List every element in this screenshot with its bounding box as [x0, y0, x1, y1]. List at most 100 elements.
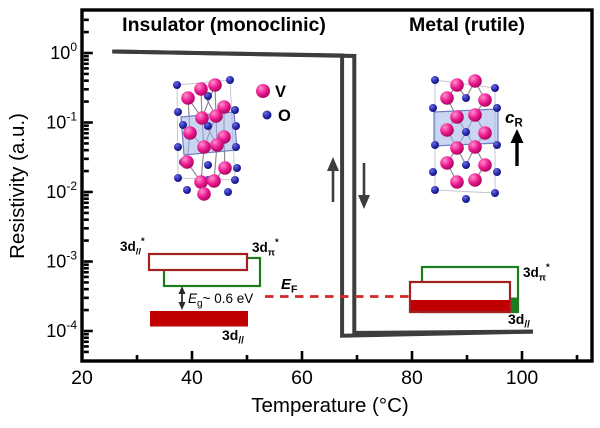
y-axis-title: Resistivity (a.u.) [6, 113, 29, 259]
y-tick-label: 100 [50, 40, 77, 63]
metal-dpi-star-filled-part [509, 297, 519, 312]
oxygen-atom-icon [262, 110, 272, 120]
axis-ticks: 20 40 60 80 100 100 10-1 10-2 10-3 10-4 [46, 18, 579, 389]
vanadium-atom-icon [478, 126, 492, 140]
x-tick-label: 20 [71, 367, 93, 389]
metal-dparallel-label: 3d// [508, 311, 530, 331]
vanadium-atom-icon [468, 74, 482, 88]
c-axis-arrow-icon [510, 129, 524, 166]
vanadium-atom-icon [440, 156, 454, 170]
cage-line [434, 79, 496, 89]
oxygen-atom-icon [493, 141, 501, 149]
vanadium-atom-icon [450, 175, 464, 189]
vanadium-atom-icon [207, 174, 221, 188]
monoclinic-structure-illustration [173, 76, 241, 201]
band-gap-label: Eg~ 0.6 eV [188, 291, 253, 310]
vanadium-atom-icon [197, 187, 211, 201]
oxygen-atom-icon [174, 143, 182, 151]
oxygen-atom-icon [431, 186, 439, 194]
vanadium-atom-icon [468, 108, 482, 122]
x-tick-label: 80 [401, 367, 423, 389]
insulator-band-diagram: Eg~ 0.6 eV 3d//* 3dπ* 3d// [120, 236, 279, 347]
metal-dpi-star-label: 3dπ* [523, 262, 550, 284]
vanadium-atom-icon [256, 84, 270, 98]
fermi-level-label: EF [281, 276, 298, 296]
metal-dparallel-filled-part [410, 300, 510, 312]
cage-line [176, 79, 231, 86]
vanadium-atom-icon [197, 140, 211, 154]
fermi-level: EF [265, 276, 410, 298]
vanadium-atom-icon [450, 141, 464, 155]
oxygen-atom-icon [174, 174, 182, 182]
insulator-dparallel-star-label: 3d//* [120, 236, 145, 258]
oxygen-atom-icon [224, 188, 232, 196]
vanadium-atom-icon [217, 100, 231, 114]
vanadium-atom-icon [478, 93, 492, 107]
vanadium-atom-icon [195, 111, 209, 125]
vanadium-atom-icon [209, 109, 223, 123]
atom-legend: V O [256, 83, 291, 125]
vanadium-atom-icon [208, 78, 222, 92]
vanadium-atom-icon [183, 126, 197, 140]
vanadium-atom-icon [218, 161, 232, 175]
oxygen-atom-icon [491, 84, 499, 92]
oxygen-atom-icon [493, 104, 501, 112]
c-axis-annotation: cR [505, 108, 524, 166]
insulator-dparallel-filled-band [150, 311, 248, 327]
oxygen-atom-icon [462, 161, 470, 169]
oxygen-atom-icon [204, 122, 212, 130]
oxygen-atom-icon [204, 92, 212, 100]
vanadium-atom-icon [180, 155, 194, 169]
c-axis-label: cR [505, 108, 523, 130]
oxygen-atom-icon [493, 168, 501, 176]
metal-dparallel-band-outline [408, 280, 512, 314]
oxygen-atom-icon [232, 143, 240, 151]
metal-phase-title: Metal (rutile) [409, 14, 525, 36]
y-tick-label: 10-4 [46, 318, 77, 341]
oxygen-atom-icon [462, 195, 470, 203]
oxygen-atom-icon [462, 94, 470, 102]
oxygen-atom-icon [204, 161, 212, 169]
oxygen-legend-label: O [278, 107, 291, 125]
vanadium-atom-icon [468, 173, 482, 187]
oxygen-atom-icon [232, 122, 240, 130]
insulator-dparallel-star-band [147, 252, 249, 272]
x-tick-label: 100 [506, 367, 539, 389]
oxygen-atom-icon [179, 121, 187, 129]
vanadium-atom-icon [194, 82, 208, 96]
oxygen-atom-icon [231, 176, 239, 184]
cage-line [176, 84, 179, 179]
oxygen-atom-icon [462, 128, 470, 136]
vanadium-atom-icon [440, 91, 454, 105]
heating-down-arrow-icon [358, 163, 370, 209]
vanadium-atom-icon [450, 110, 464, 124]
cooling-up-arrow-icon [327, 157, 339, 202]
oxygen-atom-icon [429, 104, 437, 112]
x-tick-label: 40 [181, 367, 203, 389]
cage-line [434, 189, 496, 194]
vanadium-atom-icon [181, 91, 195, 105]
cooling-curve [112, 49, 534, 338]
x-axis-title: Temperature (°C) [251, 394, 408, 417]
oxygen-atom-icon [174, 108, 182, 116]
insulator-dpi-star-label: 3dπ* [252, 237, 279, 259]
oxygen-atom-icon [429, 168, 437, 176]
oxygen-atom-icon [183, 186, 191, 194]
hysteresis-arrows [327, 157, 370, 209]
oxygen-atom-icon [233, 164, 241, 172]
vanadium-atom-icon [194, 175, 208, 189]
vanadium-atom-icon [450, 78, 464, 92]
band-gap-arrow-icon [178, 286, 186, 310]
oxygen-atom-icon [231, 106, 239, 114]
insulator-phase-title: Insulator (monoclinic) [122, 14, 326, 36]
vanadium-atom-icon [440, 123, 454, 137]
oxygen-atom-icon [226, 76, 234, 84]
oxygen-atom-icon [173, 81, 181, 89]
x-tick-label: 60 [291, 367, 313, 389]
vanadium-atom-icon [210, 138, 224, 152]
vanadium-atom-icon [478, 158, 492, 172]
plot-frame [80, 8, 594, 363]
resistivity-curve [112, 49, 534, 338]
